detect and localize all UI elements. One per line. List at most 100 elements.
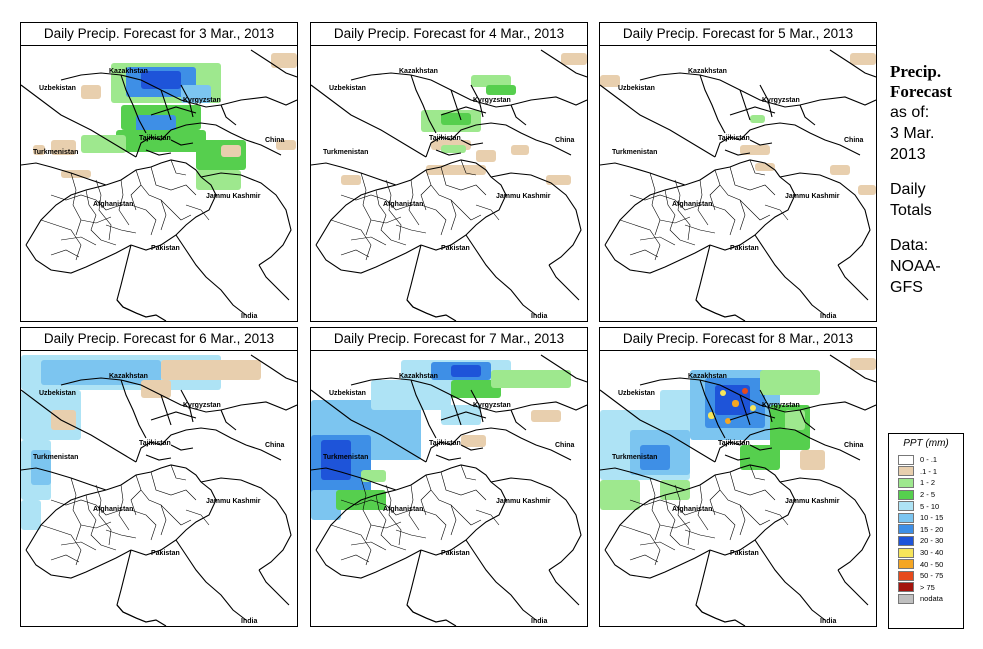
legend-label: 20 - 30	[920, 536, 944, 546]
province-border	[697, 179, 709, 226]
country-border	[200, 477, 292, 571]
province-border	[395, 224, 427, 234]
legend-label: 5 - 10	[920, 501, 940, 511]
country-border	[714, 427, 861, 463]
map-label-pakistan: Pakistan	[441, 550, 470, 557]
province-border	[370, 521, 402, 529]
precip-area	[196, 170, 241, 190]
country-border	[160, 394, 172, 426]
country-border	[311, 467, 397, 491]
legend-item: 2 - 5	[898, 489, 963, 501]
country-border	[779, 477, 871, 571]
map-label-jammu: Jammu Kashmir	[206, 498, 261, 505]
country-border	[315, 549, 422, 579]
country-border	[180, 84, 194, 118]
province-border	[118, 179, 130, 226]
map-label-china: China	[265, 442, 285, 449]
province-border	[714, 474, 751, 516]
precip-map: Kazakhstan Uzbekistan Kyrgyzstan Tajikistan…	[21, 350, 297, 626]
country-border	[450, 89, 462, 121]
province-border	[160, 199, 167, 231]
country-border	[145, 149, 172, 156]
legend-swatch	[898, 501, 914, 512]
map-label-kyrgyzstan: Kyrgyzstan	[183, 97, 221, 104]
country-border	[350, 72, 587, 108]
precip-area	[426, 165, 486, 175]
legend-swatch	[898, 524, 914, 535]
precip-map-svg: Kazakhstan Uzbekistan Kyrgyzstan Tajikistan…	[21, 354, 297, 626]
province-border	[709, 509, 736, 541]
country-border	[749, 139, 773, 146]
province-border	[649, 477, 661, 541]
map-label-afghanistan: Afghanistan	[93, 506, 133, 513]
map-label-tajikistan: Tajikistan	[718, 440, 750, 447]
province-border	[330, 524, 372, 566]
country-border	[135, 427, 282, 463]
country-border	[739, 394, 751, 426]
province-border	[408, 484, 420, 531]
precip-area	[461, 435, 486, 447]
country-border	[714, 122, 861, 158]
coastline	[406, 299, 457, 321]
forecast-panel-3: Daily Precip. Forecast for 5 Mar., 2013 K…	[599, 22, 877, 322]
province-border	[130, 204, 157, 236]
panel-title: Daily Precip. Forecast for 8 Mar., 2013	[600, 328, 876, 351]
caption-asof-year: 2013	[890, 146, 926, 163]
province-border	[639, 541, 676, 551]
precip-area	[31, 450, 51, 485]
precip-area	[600, 480, 640, 510]
legend-swatch	[898, 547, 914, 558]
legend-swatch	[898, 454, 914, 465]
precip-area	[640, 445, 670, 470]
province-border	[340, 499, 412, 516]
country-border	[729, 106, 776, 116]
province-border	[764, 509, 789, 526]
legend-item: 0 - .1	[898, 454, 963, 466]
precip-area	[81, 135, 126, 153]
precip-area	[531, 410, 561, 422]
precip-area	[361, 470, 386, 482]
country-border	[116, 549, 147, 623]
province-border	[475, 204, 500, 221]
precip-area	[740, 145, 770, 155]
legend-label: 40 - 50	[920, 559, 944, 569]
province-border	[749, 514, 771, 526]
legend-swatch	[898, 570, 914, 581]
map-label-uzbekistan: Uzbekistan	[39, 85, 76, 92]
legend-item: 15 - 20	[898, 524, 963, 536]
province-border	[440, 166, 487, 196]
forecast-panel-4: Daily Precip. Forecast for 6 Mar., 2013 K…	[20, 327, 298, 627]
province-border	[749, 209, 771, 221]
country-border	[170, 139, 194, 146]
map-label-turkmenistan: Turkmenistan	[33, 454, 78, 461]
precip-area	[276, 140, 296, 150]
map-label-tajikistan: Tajikistan	[718, 135, 750, 142]
province-border	[684, 224, 716, 234]
province-border	[370, 216, 402, 224]
map-label-tajikistan: Tajikistan	[139, 440, 171, 447]
country-border	[604, 489, 686, 551]
country-border	[724, 454, 751, 461]
country-border	[470, 389, 484, 423]
legend-label: > 75	[920, 582, 935, 592]
province-border	[50, 554, 80, 563]
legend-label: 0 - .1	[920, 455, 938, 465]
precip-map: Kazakhstan Uzbekistan Kyrgyzstan Tajikistan…	[311, 45, 587, 321]
precip-area	[321, 440, 351, 480]
precip-area	[740, 445, 780, 470]
province-border	[70, 477, 82, 541]
country-border	[315, 184, 397, 246]
country-border	[470, 84, 484, 118]
map-label-kazakhstan: Kazakhstan	[399, 68, 438, 75]
province-border	[50, 249, 80, 258]
caption-totals: Totals	[890, 202, 932, 219]
country-border	[21, 389, 137, 463]
country-border	[729, 411, 776, 421]
precip-map: Kazakhstan Uzbekistan Kyrgyzstan Tajikistan…	[311, 350, 587, 626]
precip-map: Kazakhstan Uzbekistan Kyrgyzstan Tajikistan…	[21, 45, 297, 321]
caption-data-source1: NOAA-	[890, 258, 941, 275]
precip-map-svg: Kazakhstan Uzbekistan Kyrgyzstan Tajikistan…	[21, 49, 297, 321]
country-border	[160, 89, 172, 121]
country-border	[779, 172, 871, 266]
country-border	[829, 354, 876, 383]
